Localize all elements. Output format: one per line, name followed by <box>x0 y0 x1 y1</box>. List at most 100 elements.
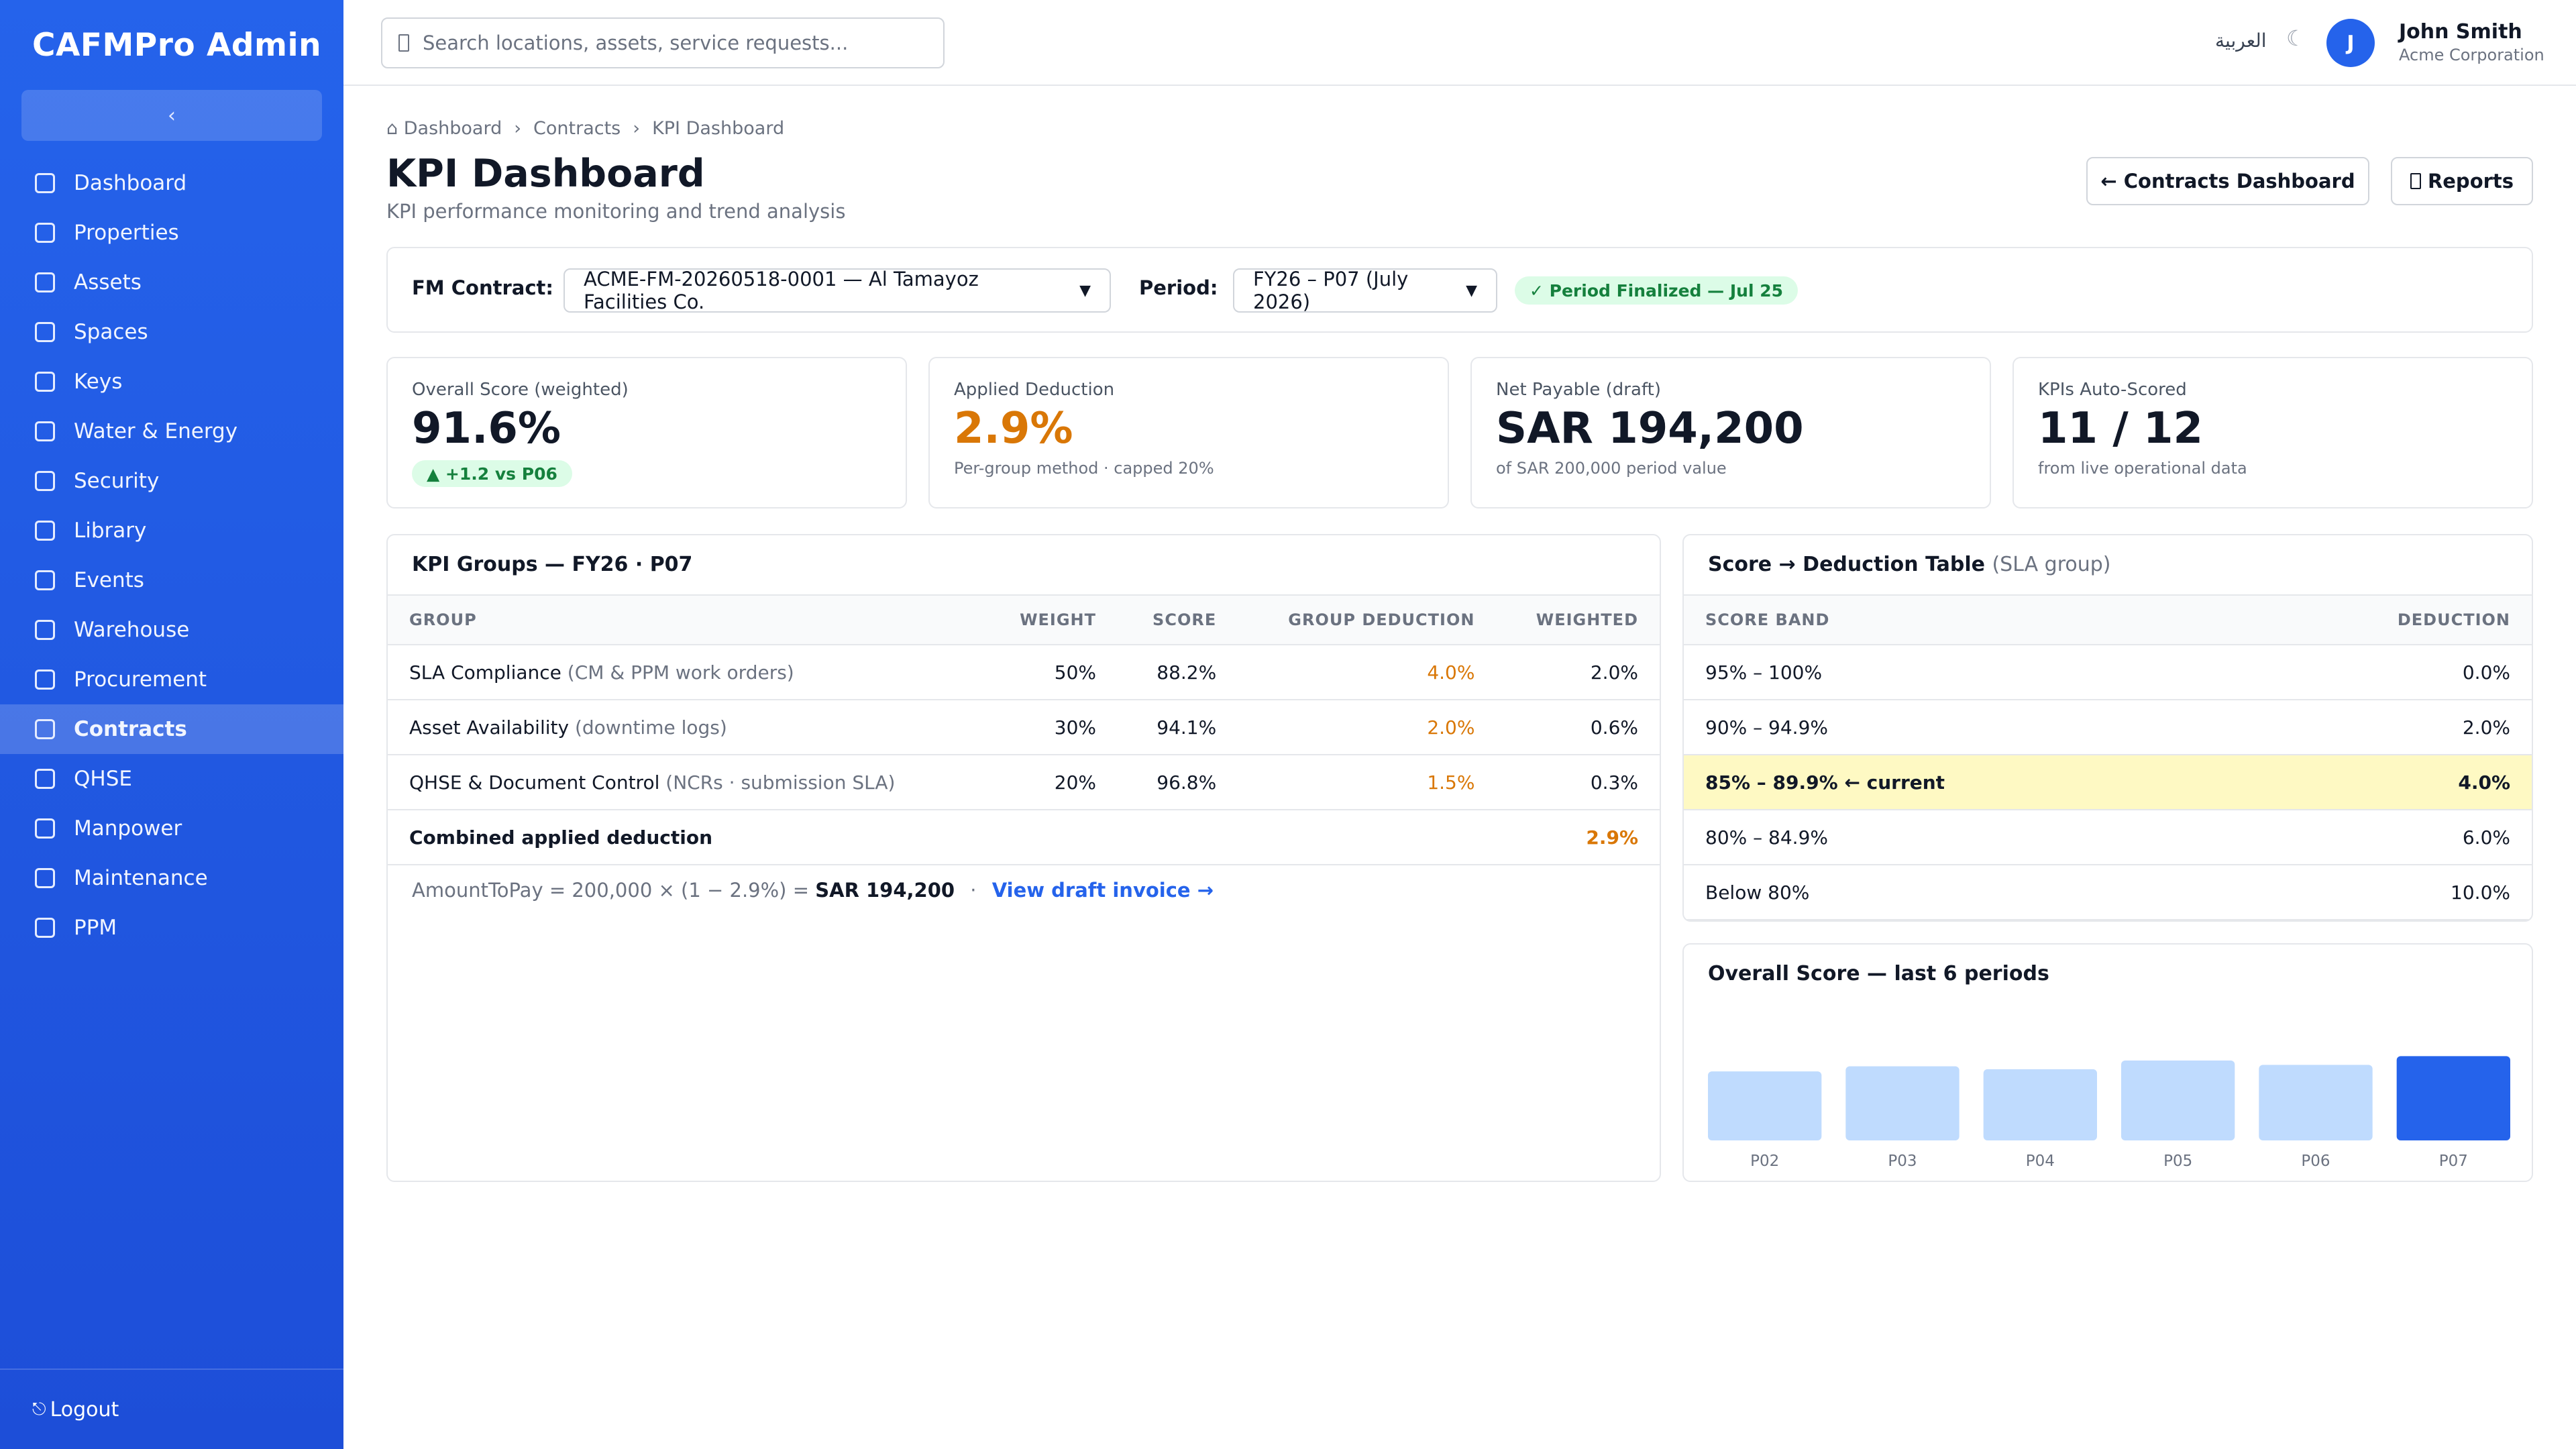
bar-p04[interactable] <box>1983 1069 2097 1140</box>
column-header[interactable]: SCORE <box>1118 594 1238 645</box>
contract-label: FM Contract: <box>412 276 554 299</box>
breadcrumb-item-dashboard[interactable]: ⌂ Dashboard <box>386 118 502 139</box>
table-row: 95% – 100% 0.0% <box>1684 645 2532 700</box>
sidebar-item-qhse[interactable]: QHSE <box>0 754 343 804</box>
score-trend-chart: P02 P03 P04 P05 P06 P07 <box>1708 1056 2510 1170</box>
x-tick-label: P04 <box>2026 1152 2055 1170</box>
sidebar-item-assets[interactable]: Assets <box>0 258 343 307</box>
trend-chart-panel: Overall Score — last 6 periods P02 P03 P04… <box>1682 943 2533 1182</box>
deduction-cell: 0.0% <box>2230 645 2532 700</box>
brand-title: CAFMPro Admin <box>32 27 322 64</box>
column-header[interactable]: SCORE BAND <box>1684 594 2231 645</box>
column-header[interactable]: DEDUCTION <box>2230 594 2532 645</box>
contract-select[interactable]: ACME-FM-20260518-0001 — Al Tamayoz Facil… <box>564 268 1111 313</box>
sidebar-item-label: Events <box>74 568 144 592</box>
group-cell: Asset Availability (downtime logs) <box>388 700 983 755</box>
amount-formula: AmountToPay = 200,000 × (1 − 2.9%) = SAR… <box>412 879 1214 902</box>
sidebar-item-procurement[interactable]: Procurement <box>0 655 343 704</box>
card-subtext: from live operational data <box>2038 459 2247 478</box>
bar-p05[interactable] <box>2121 1060 2235 1140</box>
logout-icon: ⎋ <box>32 1399 46 1419</box>
logout-button[interactable]: ⎋ Logout <box>0 1368 343 1449</box>
sidebar-item-properties[interactable]: Properties <box>0 208 343 258</box>
sidebar-item-label: Maintenance <box>74 866 208 890</box>
sidebar-item-security[interactable]: Security <box>0 456 343 506</box>
period-select[interactable]: FY26 – P07 (July 2026) ▼ <box>1233 268 1497 313</box>
column-header[interactable]: WEIGHT <box>983 594 1118 645</box>
caret-down-icon: ▼ <box>1466 282 1477 299</box>
user-name[interactable]: John Smith <box>2399 20 2522 44</box>
formula-text: AmountToPay = 200,000 × (1 − 2.9%) = <box>412 879 816 902</box>
column-header[interactable]: GROUP <box>388 594 983 645</box>
sidebar-item-events[interactable]: Events <box>0 555 343 605</box>
card-subtext: Per-group method · capped 20% <box>954 459 1214 478</box>
page-title: KPI Dashboard <box>386 152 705 196</box>
deduction-table-panel: Score → Deduction Table (SLA group) SCOR… <box>1682 534 2533 922</box>
table-row[interactable]: SLA Compliance (CM & PPM work orders) 50… <box>388 645 1660 700</box>
deduction-table: SCORE BAND DEDUCTION 95% – 100% 0.0% 90%… <box>1684 594 2532 920</box>
band-cell: Below 80% <box>1684 865 2231 920</box>
period-label: Period: <box>1139 276 1218 299</box>
reports-button[interactable]: Reports <box>2391 157 2533 205</box>
band-cell: 80% – 84.9% <box>1684 810 2231 865</box>
table-header-row: SCORE BAND DEDUCTION <box>1684 594 2532 645</box>
grid-icon <box>35 322 55 342</box>
x-tick-label: P06 <box>2301 1152 2330 1170</box>
deduction-cell: 1.5% <box>1238 755 1497 810</box>
panel-title: KPI Groups — FY26 · P07 <box>412 553 693 576</box>
document-icon <box>2410 173 2421 189</box>
total-row: Combined applied deduction 2.9% <box>388 810 1660 865</box>
bar-p02[interactable] <box>1708 1071 1822 1140</box>
sidebar-item-warehouse[interactable]: Warehouse <box>0 605 343 655</box>
shield-icon <box>35 471 55 491</box>
sidebar-item-maintenance[interactable]: Maintenance <box>0 853 343 903</box>
bar-p06[interactable] <box>2259 1065 2373 1140</box>
sidebar-item-water-energy[interactable]: Water & Energy <box>0 407 343 456</box>
table-row[interactable]: Asset Availability (downtime logs) 30% 9… <box>388 700 1660 755</box>
weighted-cell: 0.6% <box>1496 700 1660 755</box>
column-header[interactable]: GROUP DEDUCTION <box>1238 594 1497 645</box>
language-toggle[interactable]: العربية <box>2215 30 2267 52</box>
sidebar-item-label: Spaces <box>74 320 148 344</box>
column-header[interactable]: WEIGHTED <box>1496 594 1660 645</box>
sidebar-item-dashboard[interactable]: Dashboard <box>0 158 343 208</box>
filter-bar: FM Contract: ACME-FM-20260518-0001 — Al … <box>386 247 2533 333</box>
sidebar-item-spaces[interactable]: Spaces <box>0 307 343 357</box>
sidebar-item-label: Properties <box>74 221 179 245</box>
sidebar-collapse-button[interactable]: ‹ <box>21 90 322 141</box>
card-label: Applied Deduction <box>954 380 1115 400</box>
table-row[interactable]: QHSE & Document Control (NCRs · submissi… <box>388 755 1660 810</box>
sidebar-item-library[interactable]: Library <box>0 506 343 555</box>
bar-p07[interactable] <box>2396 1056 2510 1140</box>
group-cell: SLA Compliance (CM & PPM work orders) <box>388 645 983 700</box>
sidebar-item-label: Procurement <box>74 667 207 692</box>
deduction-cell: 2.0% <box>1238 700 1497 755</box>
weighted-cell: 0.3% <box>1496 755 1660 810</box>
deduction-cell: 4.0% <box>1238 645 1497 700</box>
search-input[interactable]: Search locations, assets, service reques… <box>381 17 945 68</box>
table-row: 80% – 84.9% 6.0% <box>1684 810 2532 865</box>
sidebar-item-contracts[interactable]: Contracts <box>0 704 343 754</box>
contracts-dashboard-button[interactable]: ← Contracts Dashboard <box>2086 157 2369 205</box>
weight-cell: 50% <box>983 645 1118 700</box>
bar-p03[interactable] <box>1845 1066 1960 1141</box>
group-detail: (NCRs · submission SLA) <box>665 771 896 794</box>
page-subtitle: KPI performance monitoring and trend ana… <box>386 200 846 223</box>
card-subtext: of SAR 200,000 period value <box>1496 459 1727 478</box>
breadcrumb-item-contracts[interactable]: Contracts <box>533 118 621 139</box>
contract-select-value: ACME-FM-20260518-0001 — Al Tamayoz Facil… <box>584 268 979 313</box>
calendar-icon <box>35 570 55 590</box>
avatar[interactable]: J <box>2326 19 2375 67</box>
sidebar-item-label: Library <box>74 519 147 543</box>
deduction-cell: 6.0% <box>2230 810 2532 865</box>
sidebar-item-keys[interactable]: Keys <box>0 357 343 407</box>
table-row-current: 85% – 89.9% ← current 4.0% <box>1684 755 2532 810</box>
deduction-cell: 2.0% <box>2230 700 2532 755</box>
sidebar-item-manpower[interactable]: Manpower <box>0 804 343 853</box>
view-draft-invoice-link[interactable]: View draft invoice → <box>991 879 1214 902</box>
warehouse-icon <box>35 620 55 640</box>
sidebar: CAFMPro Admin ‹ Dashboard Properties Ass… <box>0 0 343 1449</box>
moon-icon[interactable]: ☾ <box>2286 25 2306 51</box>
breadcrumb-separator: › <box>633 118 641 139</box>
sidebar-item-ppm[interactable]: PPM <box>0 903 343 953</box>
